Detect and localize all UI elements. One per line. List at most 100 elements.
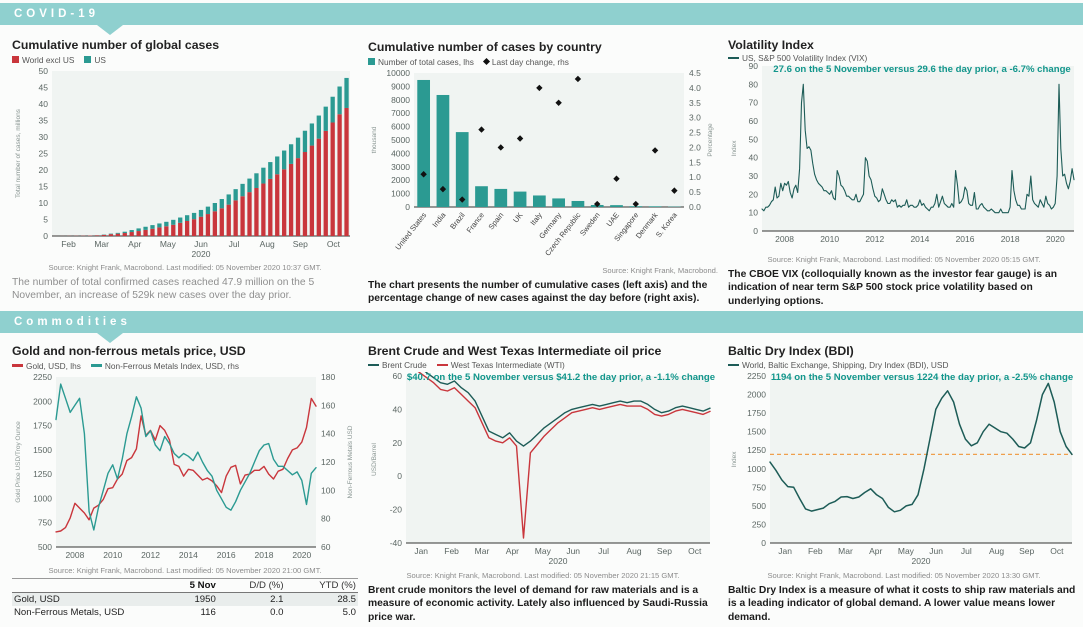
legend-item: Last day change, rhs (482, 57, 569, 67)
svg-text:2020: 2020 (192, 249, 211, 259)
svg-text:1.5: 1.5 (689, 157, 701, 167)
svg-text:Aug: Aug (260, 239, 275, 249)
legend-gold-metals: Gold, USD, lhs Non-Ferrous Metals Index, … (12, 359, 358, 372)
svg-text:40: 40 (749, 153, 759, 163)
caption-global-cases: The number of total confirmed cases reac… (12, 277, 315, 302)
table-row: Non-Ferrous Metals, USD 116 0.0 5.0 (12, 606, 358, 619)
legend-item: World, Baltic Exchange, Shipping, Dry In… (728, 360, 948, 370)
svg-text:0.5: 0.5 (689, 187, 701, 197)
legend-item: Number of total cases, lhs (368, 57, 474, 67)
svg-text:Feb: Feb (808, 546, 823, 556)
svg-text:30: 30 (749, 171, 759, 181)
svg-text:250: 250 (752, 519, 766, 529)
legend-item: Brent Crude (368, 360, 427, 370)
svg-text:10000: 10000 (386, 69, 410, 78)
svg-text:May: May (898, 546, 915, 556)
svg-text:45: 45 (39, 83, 49, 93)
annotation-volatility-index: 27.6 on the 5 November versus 29.6 the d… (773, 64, 1071, 75)
legend-cases-by-country: Number of total cases, lhs Last day chang… (368, 55, 718, 68)
legend-item: World excl US (12, 55, 74, 65)
panel-volatility-index: Volatility Index US, S&P 500 Volatility … (728, 38, 1080, 308)
svg-text:2018: 2018 (1001, 234, 1020, 244)
panel-global-cases: Cumulative number of global cases World … (12, 38, 358, 308)
legend-label: West Texas Intermediate (WTI) (450, 360, 565, 371)
svg-text:Sep: Sep (657, 546, 672, 556)
svg-text:5: 5 (43, 215, 48, 225)
svg-text:0: 0 (397, 471, 402, 481)
svg-text:1500: 1500 (33, 445, 52, 455)
legend-item: Gold, USD, lhs (12, 361, 81, 371)
source-note-cases-by-country: Source: Knight Frank, Macrobond. (602, 266, 718, 275)
volatility-index-chart: 0 10 20 30 40 50 60 70 80 90 Index 2008 2010 2012 2014… (728, 61, 1080, 254)
svg-text:500: 500 (38, 542, 52, 552)
svg-text:Sep: Sep (1019, 546, 1034, 556)
svg-text:Jul: Jul (229, 239, 240, 249)
cases-by-country-chart: 0 1000 2000 3000 4000 5000 6000 7000 8000 9000 100… (368, 68, 718, 265)
table-cell: 0.0 (270, 607, 284, 618)
svg-text:UK: UK (511, 211, 525, 225)
svg-text:Aug: Aug (626, 546, 641, 556)
svg-text:Apr: Apr (869, 546, 882, 556)
svg-text:Index: Index (731, 140, 738, 157)
svg-text:Apr: Apr (128, 239, 141, 249)
svg-text:40: 40 (393, 404, 403, 414)
svg-text:Brazil: Brazil (448, 210, 467, 231)
annotation-oil-price: $40.7 on the 5 November versus $41.2 the… (406, 372, 716, 384)
svg-text:8000: 8000 (391, 95, 410, 105)
svg-text:thousand: thousand (371, 126, 378, 153)
caption-volatility-index: The CBOE VIX (colloquially known as the … (728, 269, 1057, 307)
svg-text:180: 180 (321, 373, 335, 382)
svg-text:20: 20 (749, 189, 759, 199)
legend-item: West Texas Intermediate (WTI) (436, 360, 565, 371)
gold-metals-table: 5 Nov D/D (%) YTD (%) Gold, USD 1950 2.1 28.5 N… (12, 578, 358, 619)
svg-text:0: 0 (43, 231, 48, 241)
svg-text:2016: 2016 (217, 550, 236, 560)
svg-text:140: 140 (321, 429, 335, 439)
source-note-baltic-dry-index: Source: Knight Frank, Macrobond. Last mo… (767, 570, 1041, 580)
svg-text:2014: 2014 (910, 234, 929, 244)
svg-text:70: 70 (749, 98, 759, 108)
chart-title-oil-price: Brent Crude and West Texas Intermediate … (368, 344, 662, 358)
svg-text:Feb: Feb (61, 239, 76, 249)
svg-text:2000: 2000 (33, 396, 52, 406)
legend-item: US, S&P 500 Volatility Index (VIX) (728, 53, 867, 63)
svg-text:750: 750 (38, 518, 52, 528)
legend-label: US, S&P 500 Volatility Index (VIX) (742, 53, 868, 63)
svg-text:Mar: Mar (94, 239, 109, 249)
caption-oil-price: Brent crude monitors the level of demand… (368, 584, 708, 623)
svg-text:Italy: Italy (528, 211, 544, 228)
panel-gold-metals: Gold and non-ferrous metals price, USD G… (12, 344, 358, 624)
line-marker-icon (728, 56, 739, 60)
diamond-marker-icon (482, 57, 490, 66)
svg-text:50: 50 (39, 67, 49, 76)
svg-text:60: 60 (749, 116, 759, 126)
legend-oil-price: Brent Crude West Texas Intermediate (WTI) (368, 359, 718, 371)
square-marker-icon (368, 58, 375, 65)
table-cell: 28.5 (285, 592, 358, 606)
svg-text:Oct: Oct (327, 239, 341, 249)
legend-label: World excl US (22, 54, 75, 65)
svg-text:2012: 2012 (865, 234, 884, 244)
legend-item: US (84, 55, 106, 65)
legend-baltic-dry-index: World, Baltic Exchange, Shipping, Dry In… (728, 359, 1080, 371)
svg-text:Spain: Spain (486, 211, 505, 232)
source-note-gold-metals: Source: Knight Frank, Macrobond. Last mo… (48, 566, 322, 575)
table-cell: 116 (200, 607, 216, 618)
table-header-cell: D/D (%) (217, 578, 286, 593)
svg-text:5000: 5000 (391, 135, 410, 145)
svg-text:4.5: 4.5 (689, 69, 701, 78)
svg-text:15: 15 (39, 182, 49, 192)
panel-baltic-dry-index: Baltic Dry Index (BDI) World, Baltic Exc… (728, 344, 1080, 624)
svg-text:1250: 1250 (747, 445, 766, 455)
svg-text:Sep: Sep (293, 239, 308, 249)
svg-text:2020: 2020 (549, 556, 568, 566)
svg-text:0: 0 (761, 538, 766, 548)
legend-label: World, Baltic Exchange, Shipping, Dry In… (742, 360, 949, 371)
svg-text:1.0: 1.0 (689, 172, 701, 182)
panel-oil-price: Brent Crude and West Texas Intermediate … (368, 344, 718, 624)
svg-text:Jun: Jun (566, 546, 580, 556)
svg-text:3.5: 3.5 (689, 98, 701, 108)
svg-text:2012: 2012 (141, 550, 160, 560)
svg-text:May: May (160, 239, 177, 249)
